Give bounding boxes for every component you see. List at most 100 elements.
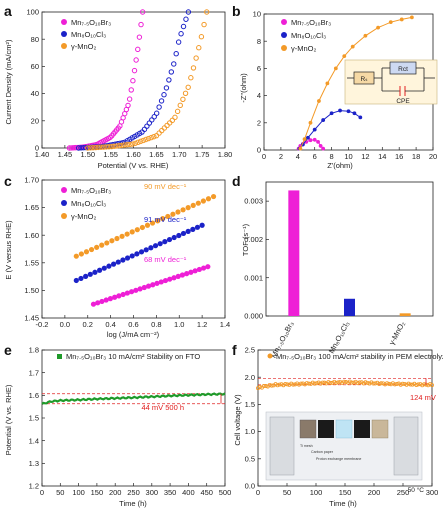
inset-membrane bbox=[335, 419, 353, 439]
panel-label-f: f bbox=[232, 342, 237, 358]
panel-a-ylabel: Current Density (mA/cm²) bbox=[4, 39, 13, 125]
panel-f-point bbox=[316, 380, 321, 385]
panel-c-point bbox=[128, 289, 135, 295]
legend-b-mn75-marker bbox=[281, 19, 287, 25]
panel-c-point bbox=[83, 249, 90, 255]
panel-e-ytick-label: 1.3 bbox=[29, 459, 39, 468]
panel-e-xtick-label: 250 bbox=[127, 488, 140, 497]
panel-c-point bbox=[194, 224, 201, 230]
panel-a-point bbox=[183, 16, 189, 22]
legend-b-gmno2: γ-MnO₂ bbox=[291, 44, 317, 53]
panel-c-point bbox=[184, 271, 190, 277]
panel-c-tafel: -0.2 0.0 0.2 0.4 0.6 0.8 1.0 1.2 1.4 1.45 1.50 1.55… bbox=[4, 176, 230, 339]
panel-c-point bbox=[165, 213, 171, 220]
legend-a-gmno2: γ-MnO₂ bbox=[71, 42, 97, 51]
panel-b-xtick-label: 0 bbox=[262, 152, 266, 161]
panel-e-xtick-label: 500 bbox=[219, 488, 232, 497]
panel-f-point bbox=[297, 382, 302, 387]
panel-e-xtick-label: 350 bbox=[164, 488, 177, 497]
panel-f-point bbox=[404, 382, 409, 387]
panel-f-point bbox=[345, 380, 350, 385]
panel-a-point bbox=[132, 140, 139, 146]
legend-c-mn75-marker bbox=[61, 187, 67, 193]
panel-a-xlabel: Potential (V vs. RHE) bbox=[98, 161, 169, 170]
panel-f-temperature: 50 °C bbox=[408, 486, 425, 494]
panel-b-point bbox=[302, 137, 307, 142]
panel-c-point bbox=[201, 265, 207, 271]
panel-f-point bbox=[300, 381, 305, 386]
equivalent-circuit-inset: Rₛ Rct CPE bbox=[344, 59, 438, 105]
panel-f-point bbox=[367, 381, 372, 386]
panel-c-point bbox=[143, 247, 149, 253]
panel-c-point bbox=[134, 227, 140, 233]
panel-c-point bbox=[134, 251, 140, 257]
panel-d-bar bbox=[288, 190, 300, 316]
panel-c-point bbox=[158, 279, 164, 285]
panel-a-ytick-label: 100 bbox=[26, 8, 39, 17]
panel-a-point bbox=[177, 102, 183, 109]
panel-d-bar bbox=[344, 298, 355, 316]
panel-f-legend: Mn₇.₅O₁₀Br₃ 100 mA/cm² stability in PEM … bbox=[267, 352, 443, 361]
panel-f-point bbox=[355, 381, 360, 386]
panel-f-xtick-label: 0 bbox=[256, 488, 260, 497]
panel-b-xtick-label: 4 bbox=[296, 152, 300, 161]
panel-a-ytick-label: 80 bbox=[31, 35, 39, 44]
panel-f-ytick-label: 1.5 bbox=[245, 400, 255, 409]
panel-b-ytick-label: 10 bbox=[253, 10, 261, 19]
panel-f-xlabel: Time (h) bbox=[329, 499, 357, 508]
legend-e-label: Mn₇.₅O₁₀Br₃ 10 mA/cm² Stability on FTO bbox=[66, 352, 200, 361]
panel-f-xtick-label: 100 bbox=[310, 488, 323, 497]
panel-b-legend: Mn₇.₅O₁₀Br₃ Mn₈O₁₀Cl₃ γ-MnO₂ bbox=[281, 18, 331, 53]
panel-a-point bbox=[168, 69, 175, 75]
panel-c-point bbox=[107, 296, 114, 302]
panel-c-point bbox=[179, 272, 186, 278]
panel-f-point bbox=[336, 380, 341, 385]
panel-f-point bbox=[383, 382, 388, 387]
panel-f-point bbox=[390, 381, 395, 386]
panel-a-point bbox=[100, 144, 107, 150]
panel-f-point bbox=[326, 380, 331, 385]
panel-e-xlabel: Time (h) bbox=[119, 499, 147, 508]
panel-a-point bbox=[171, 61, 177, 67]
panel-d-ytick-label: 0.003 bbox=[244, 197, 263, 206]
panel-f-point bbox=[289, 381, 294, 386]
panel-c-xtick-label: 0.8 bbox=[151, 320, 161, 329]
panel-b-point bbox=[338, 108, 342, 113]
panel-e-ytick-label: 1.8 bbox=[29, 346, 39, 355]
legend-a-mn75: Mn₇.₅O₁₀Br₃ bbox=[71, 18, 111, 27]
panel-a-point bbox=[204, 9, 210, 15]
panel-a-point bbox=[156, 130, 162, 136]
panel-a-point bbox=[114, 143, 120, 149]
panel-c-point bbox=[176, 232, 182, 239]
panel-f-point bbox=[310, 380, 315, 385]
panel-a-ytick-label: 20 bbox=[31, 116, 39, 125]
panel-c-ytick-label: 1.55 bbox=[24, 258, 39, 267]
legend-a-gmno2-marker bbox=[61, 43, 67, 49]
panel-f-point bbox=[357, 380, 362, 385]
panel-f-point bbox=[410, 382, 415, 387]
panel-a-point bbox=[111, 143, 117, 149]
panel-c-point bbox=[120, 257, 126, 263]
panel-f-point bbox=[263, 384, 268, 389]
panel-a-xtick-label: 1.80 bbox=[218, 150, 233, 159]
panel-e-ylabel: Potential (V vs. RHE) bbox=[4, 384, 13, 455]
panel-e-xtick-label: 0 bbox=[40, 488, 44, 497]
panel-a-point bbox=[201, 21, 207, 28]
panel-b-series-line bbox=[299, 110, 361, 149]
panel-b-point bbox=[298, 146, 303, 151]
panel-a-point bbox=[175, 39, 182, 45]
panel-c-xtick-label: 0.6 bbox=[128, 320, 138, 329]
panel-c-point bbox=[78, 251, 84, 257]
panel-b-ytick-label: 8 bbox=[257, 37, 261, 46]
panel-b-point bbox=[346, 109, 351, 114]
panel-b-xtick-label: 8 bbox=[330, 152, 334, 161]
panel-a-point bbox=[128, 87, 134, 93]
panel-f-point bbox=[400, 381, 405, 386]
panel-d-ytick-label: 0.002 bbox=[244, 235, 263, 244]
panel-c-point bbox=[199, 222, 205, 228]
inset-label-ti-mesh: Ti mesh bbox=[300, 444, 313, 448]
panel-a-point bbox=[125, 102, 131, 109]
panel-c-xtick-label: 0.0 bbox=[60, 320, 70, 329]
panel-a-ytick-label: 40 bbox=[31, 89, 39, 98]
